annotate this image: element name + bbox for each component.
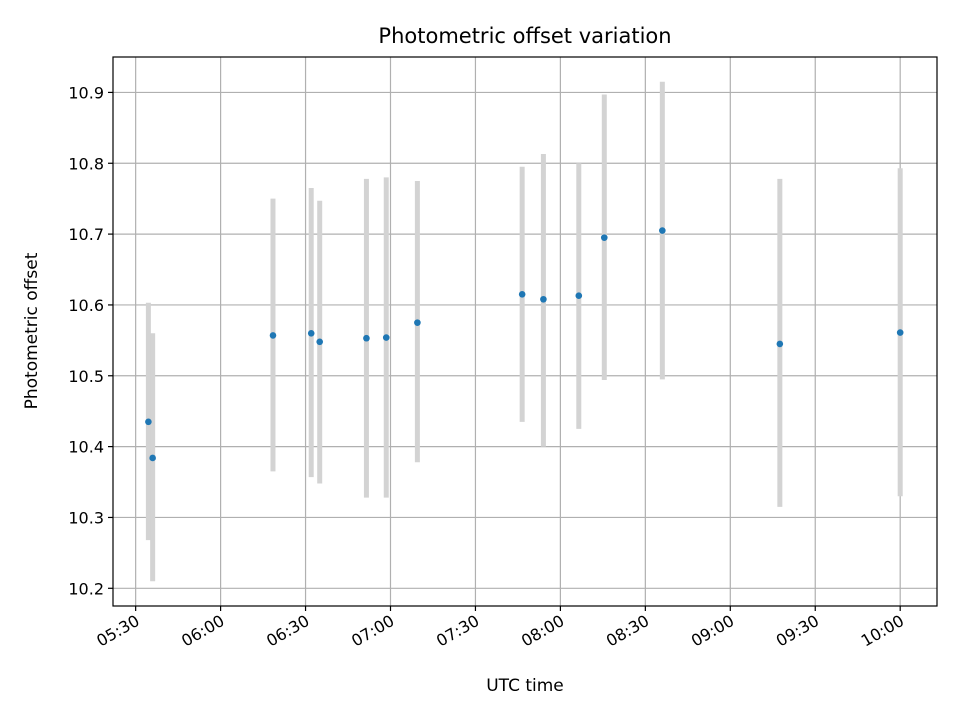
grid <box>113 57 937 606</box>
plot-frame <box>112 56 938 607</box>
data-point <box>316 338 324 346</box>
y-axis-ticks: 10.2 10.3 10.4 10.5 10.6 10.7 10.8 10.9 <box>68 83 113 598</box>
y-tick-label: 10.9 <box>68 83 104 102</box>
data-point <box>776 340 784 348</box>
y-tick-label: 10.4 <box>68 438 104 457</box>
data-point <box>540 295 547 303</box>
x-axis-label: UTC time <box>486 676 564 696</box>
data-point <box>269 332 277 339</box>
y-tick-label: 10.8 <box>68 154 104 173</box>
chart-title: Photometric offset variation <box>378 24 671 48</box>
y-tick-label: 10.7 <box>68 225 104 244</box>
data-point <box>149 454 156 462</box>
y-axis-label: Photometric offset <box>22 252 42 409</box>
data-point <box>307 329 315 337</box>
y-tick-label: 10.5 <box>68 367 104 386</box>
data-point <box>145 418 152 426</box>
data-point <box>363 334 370 342</box>
data-point <box>575 292 583 300</box>
data-point <box>600 234 608 241</box>
data-point <box>659 227 666 234</box>
data-points <box>145 227 904 462</box>
data-point <box>382 334 390 341</box>
data-point <box>518 291 526 298</box>
y-tick-label: 10.3 <box>68 508 104 527</box>
y-tick-label: 10.2 <box>68 579 104 598</box>
data-point <box>414 319 421 326</box>
data-point <box>896 329 904 336</box>
y-tick-label: 10.6 <box>68 296 104 315</box>
